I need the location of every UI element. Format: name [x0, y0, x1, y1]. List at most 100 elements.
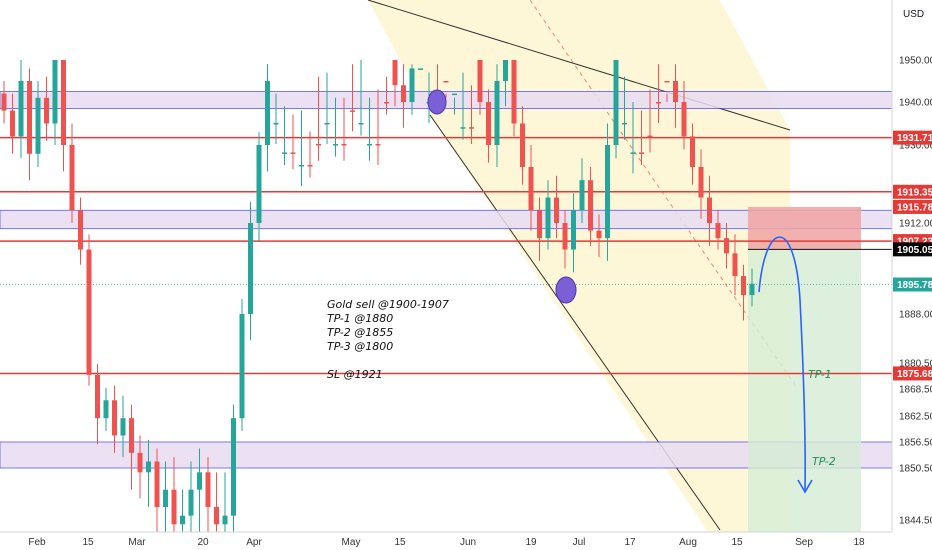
touch-marker-1	[427, 89, 447, 115]
candle-body	[78, 210, 83, 250]
candle-body	[460, 127, 466, 129]
annotation-line-2: TP-1 @1880	[327, 312, 393, 325]
price-badge: 1905.05	[897, 245, 932, 256]
candle-body	[409, 68, 415, 102]
candle-body	[724, 238, 729, 254]
x-tick-label: 15	[731, 537, 743, 548]
candle-body	[188, 489, 194, 516]
candle-body	[103, 400, 109, 419]
candle-body	[95, 374, 100, 419]
candle-body	[732, 253, 738, 277]
stop-loss-zone	[748, 206, 861, 250]
candle-body	[664, 81, 670, 83]
candle-body	[358, 123, 364, 125]
x-tick-label: Mar	[128, 537, 146, 548]
candle-body	[588, 180, 593, 231]
candle-body	[256, 145, 262, 223]
candle-body	[44, 97, 49, 124]
x-tick-label: 15	[394, 537, 406, 548]
candle-body	[333, 144, 338, 146]
candle-body	[35, 97, 41, 154]
candle-body	[681, 102, 687, 137]
candle-body	[401, 85, 406, 102]
price-badge-bg	[893, 130, 932, 145]
x-tick-label: 17	[624, 537, 636, 548]
tp2-label: TP-2	[812, 455, 836, 468]
candle-body	[205, 472, 211, 507]
price-badge-bg	[893, 199, 932, 214]
x-tick-label: Apr	[246, 537, 262, 548]
candle-body	[197, 472, 202, 490]
candle-body	[741, 276, 746, 296]
candle-body	[715, 223, 721, 239]
price-badge-bg	[893, 242, 932, 257]
candle-body	[639, 152, 644, 154]
candle-body	[290, 152, 296, 154]
candle-body	[86, 249, 92, 375]
price-badge-bg	[893, 277, 932, 292]
candle-body	[137, 452, 143, 473]
tp1-label: TP-1	[808, 368, 832, 381]
currency-label: USD	[903, 9, 924, 20]
candle-body	[528, 167, 534, 211]
candle-body	[180, 515, 185, 525]
annotation-line-1: Gold sell @1900-1907	[327, 298, 449, 311]
x-tick-label: 18	[853, 537, 865, 548]
candle-body	[613, 60, 619, 145]
candle-body	[605, 145, 610, 239]
level-lines	[0, 136, 892, 375]
time-axis[interactable]	[0, 532, 932, 550]
candle-body	[477, 60, 483, 102]
candle-body	[27, 81, 32, 154]
candle-body	[494, 81, 500, 145]
candle-body	[248, 223, 253, 314]
projection-arrow	[758, 236, 813, 494]
candle-body	[443, 81, 449, 83]
candle-body	[571, 210, 576, 250]
candle-body	[69, 145, 75, 211]
annotation-line-6: SL @1921	[327, 368, 383, 381]
y-tick-label: 1880.50	[899, 359, 932, 370]
candle-body	[579, 180, 585, 211]
x-tick-label: May	[342, 537, 361, 548]
touch-marker-2	[555, 276, 577, 304]
candle-body	[265, 81, 270, 145]
y-tick-label: 1888.00	[899, 310, 932, 321]
candle-body	[341, 144, 347, 146]
x-tick-label: Jun	[460, 537, 476, 548]
candle-body	[554, 197, 559, 223]
price-badge-bg	[893, 366, 932, 381]
x-tick-label: Aug	[679, 537, 697, 548]
candle-body	[469, 127, 474, 129]
x-tick-label: Feb	[28, 537, 46, 548]
x-tick-label: Jul	[573, 537, 586, 548]
candle-body	[503, 60, 508, 81]
candle-body	[112, 400, 117, 436]
y-tick-label: 1868.50	[899, 385, 932, 396]
candle-body	[647, 135, 653, 138]
y-tick-label: 1862.50	[899, 412, 932, 423]
y-tick-label: 1940.00	[899, 98, 932, 109]
candle-body	[511, 60, 517, 124]
candle-body	[520, 123, 525, 167]
price-badge: 1915.78	[897, 202, 932, 213]
price-badge: 1907.23	[897, 237, 932, 248]
x-tick-label: 19	[525, 537, 537, 548]
y-tick-label: 1912.00	[899, 219, 932, 230]
candle-body	[146, 461, 151, 473]
candle-body	[214, 507, 219, 525]
candle-body	[392, 60, 398, 86]
projection-curve	[758, 236, 806, 491]
candle-body	[299, 165, 304, 167]
candle-body	[307, 165, 313, 167]
price-badge: 1895.78	[897, 280, 932, 291]
candle-body	[154, 461, 160, 507]
candle-body	[698, 167, 704, 198]
y-tick-label: 1850.50	[899, 464, 932, 475]
candle-body	[129, 418, 134, 453]
candle-body	[324, 123, 330, 125]
x-tick-label: 20	[197, 537, 209, 548]
price-axis[interactable]	[892, 0, 932, 532]
